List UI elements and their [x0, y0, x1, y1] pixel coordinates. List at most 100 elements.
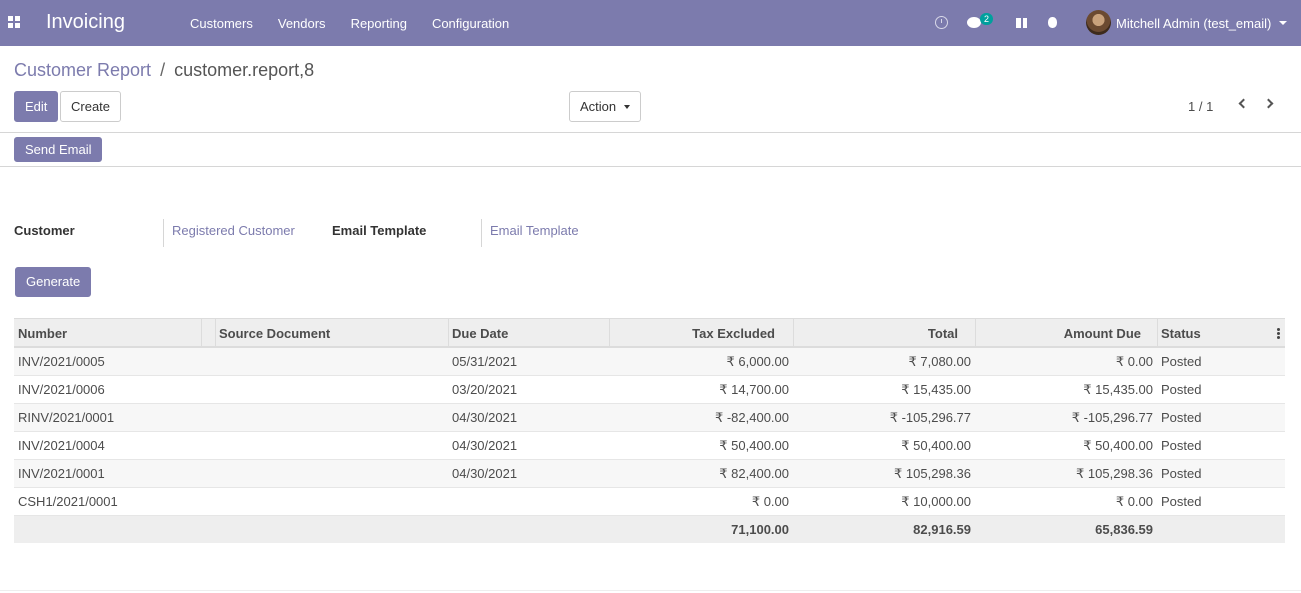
column-header-status[interactable]: Status	[1161, 326, 1201, 341]
table-row[interactable]: INV/2021/0004 04/30/2021 ₹ 50,400.00 ₹ 5…	[14, 432, 1285, 460]
cell-amount-due: ₹ 50,400.00	[1083, 438, 1153, 453]
column-separator	[793, 319, 794, 347]
cell-total: ₹ 50,400.00	[901, 438, 971, 453]
generate-button[interactable]: Generate	[15, 267, 92, 297]
column-separator	[975, 319, 976, 347]
app-title[interactable]: Invoicing	[46, 11, 125, 33]
breadcrumb-current: customer.report,8	[174, 60, 315, 80]
cell-amount-due: ₹ 15,435.00	[1083, 382, 1153, 397]
table-row[interactable]: INV/2021/0006 03/20/2021 ₹ 14,700.00 ₹ 1…	[14, 376, 1285, 404]
table-footer-totals: 71,100.00 82,916.59 65,836.59	[14, 516, 1285, 543]
column-header-tax-excluded[interactable]: Tax Excluded	[692, 326, 775, 341]
table-row[interactable]: INV/2021/0005 05/31/2021 ₹ 6,000.00 ₹ 7,…	[14, 348, 1285, 376]
pager-next-icon[interactable]	[1263, 98, 1274, 109]
cell-due-date: 04/30/2021	[452, 438, 518, 453]
cell-tax-excluded: ₹ 14,700.00	[719, 382, 789, 397]
cell-status: Posted	[1161, 354, 1202, 369]
cell-number: RINV/2021/0001	[18, 410, 115, 425]
cell-total: ₹ -105,296.77	[889, 410, 971, 425]
cell-amount-due: ₹ 105,298.36	[1076, 466, 1153, 481]
divider	[0, 166, 1301, 167]
column-separator	[609, 319, 610, 347]
menu-customers[interactable]: Customers	[190, 16, 253, 31]
divider	[0, 132, 1301, 133]
top-navbar: Invoicing Customers Vendors Reporting Co…	[0, 0, 1301, 46]
cell-status: Posted	[1161, 466, 1202, 481]
table-row[interactable]: RINV/2021/0001 04/30/2021 ₹ -82,400.00 ₹…	[14, 404, 1285, 432]
cell-number: INV/2021/0001	[18, 466, 105, 481]
activity-clock-icon[interactable]	[935, 16, 948, 29]
cell-number: INV/2021/0006	[18, 382, 105, 397]
cell-due-date: 04/30/2021	[452, 466, 518, 481]
breadcrumb-parent-link[interactable]: Customer Report	[14, 60, 152, 80]
table-body: INV/2021/0005 05/31/2021 ₹ 6,000.00 ₹ 7,…	[14, 348, 1285, 516]
cell-due-date: 05/31/2021	[452, 354, 518, 369]
cell-tax-excluded: ₹ 0.00	[751, 494, 789, 509]
cell-number: CSH1/2021/0001	[18, 494, 118, 509]
cell-status: Posted	[1161, 382, 1202, 397]
cell-status: Posted	[1161, 410, 1202, 425]
breadcrumb-separator: /	[160, 60, 166, 80]
cell-amount-due: ₹ 0.00	[1115, 494, 1153, 509]
customer-field[interactable]: Registered Customer	[172, 223, 295, 238]
column-header-source-document[interactable]: Source Document	[219, 326, 331, 341]
main-menu: Customers Vendors Reporting Configuratio…	[190, 16, 534, 31]
column-header-total[interactable]: Total	[927, 326, 958, 341]
gift-icon[interactable]	[1016, 18, 1027, 28]
cell-amount-due: ₹ -105,296.77	[1071, 410, 1153, 425]
create-button[interactable]: Create	[60, 91, 122, 122]
cell-total: ₹ 7,080.00	[908, 354, 972, 369]
cell-total: ₹ 10,000.00	[901, 494, 971, 509]
action-dropdown-button[interactable]: Action	[569, 91, 642, 122]
cell-number: INV/2021/0004	[18, 438, 105, 453]
customer-label: Customer	[14, 223, 75, 238]
cell-status: Posted	[1161, 438, 1202, 453]
menu-vendors[interactable]: Vendors	[277, 16, 326, 31]
optional-columns-kebab-icon[interactable]	[1277, 328, 1280, 339]
total-tax-excluded: 71,100.00	[731, 522, 789, 537]
total-total: 82,916.59	[913, 522, 971, 537]
chat-icon[interactable]	[967, 17, 981, 28]
cell-total: ₹ 15,435.00	[901, 382, 971, 397]
breadcrumb: Customer Report / customer.report,8	[14, 60, 314, 81]
caret-down-icon	[624, 105, 631, 109]
cell-tax-excluded: ₹ -82,400.00	[714, 410, 789, 425]
cell-due-date: 04/30/2021	[452, 410, 518, 425]
edit-button[interactable]: Edit	[14, 91, 59, 122]
pager-previous-icon[interactable]	[1238, 98, 1249, 109]
menu-reporting[interactable]: Reporting	[350, 16, 407, 31]
invoice-table: Number Source Document Due Date Tax Excl…	[14, 318, 1285, 543]
field-separator	[163, 219, 164, 247]
table-row[interactable]: INV/2021/0001 04/30/2021 ₹ 82,400.00 ₹ 1…	[14, 460, 1285, 488]
divider	[0, 590, 1301, 591]
cell-total: ₹ 105,298.36	[894, 466, 971, 481]
cell-due-date: 03/20/2021	[452, 382, 518, 397]
apps-menu-icon[interactable]	[8, 16, 20, 28]
menu-configuration[interactable]: Configuration	[431, 16, 510, 31]
action-label: Action	[580, 99, 617, 114]
caret-down-icon[interactable]	[1279, 21, 1287, 25]
email-template-label: Email Template	[332, 223, 427, 238]
debug-bug-icon[interactable]	[1048, 17, 1057, 28]
column-separator	[1157, 319, 1158, 347]
column-separator	[448, 319, 449, 347]
column-header-due-date[interactable]: Due Date	[452, 326, 509, 341]
total-amount-due: 65,836.59	[1095, 522, 1153, 537]
chat-count-badge: 2	[980, 13, 994, 25]
column-separator	[201, 319, 202, 347]
column-separator	[215, 319, 216, 347]
table-row[interactable]: CSH1/2021/0001 ₹ 0.00 ₹ 10,000.00 ₹ 0.00…	[14, 488, 1285, 516]
column-header-amount-due[interactable]: Amount Due	[1063, 326, 1141, 341]
cell-status: Posted	[1161, 494, 1202, 509]
email-template-field[interactable]: Email Template	[490, 223, 579, 238]
table-header: Number Source Document Due Date Tax Excl…	[14, 318, 1285, 348]
column-header-number[interactable]: Number	[18, 326, 68, 341]
pager-value[interactable]: 1 / 1	[1188, 99, 1214, 114]
send-email-button[interactable]: Send Email	[14, 137, 103, 162]
cell-tax-excluded: ₹ 6,000.00	[726, 354, 790, 369]
cell-number: INV/2021/0005	[18, 354, 105, 369]
cell-tax-excluded: ₹ 82,400.00	[719, 466, 789, 481]
cell-amount-due: ₹ 0.00	[1115, 354, 1153, 369]
user-menu-name[interactable]: Mitchell Admin (test_email)	[1116, 16, 1272, 31]
avatar[interactable]	[1086, 10, 1111, 35]
